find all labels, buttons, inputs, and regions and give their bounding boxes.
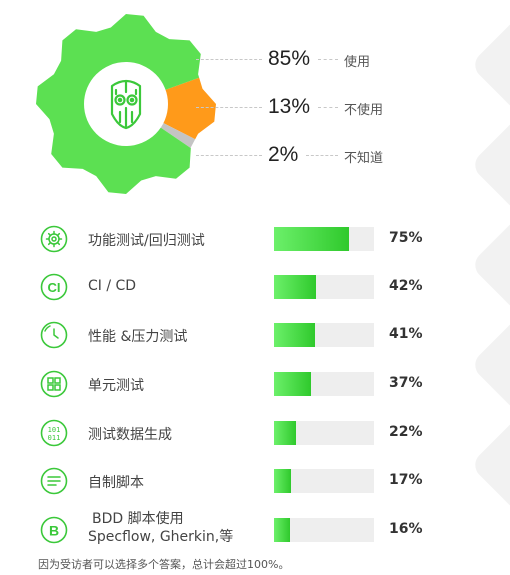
- bar-track: [274, 518, 374, 542]
- bar-row: 单元测试 37%: [0, 364, 510, 404]
- bar-row: 性能 &压力测试 41%: [0, 315, 510, 355]
- usage-stat-label: 使用: [344, 55, 371, 70]
- bar: [274, 518, 290, 542]
- bar: [274, 421, 296, 445]
- leader-line: [196, 155, 262, 156]
- bar-row: 功能测试/回归测试 75%: [0, 219, 510, 259]
- bar: [274, 227, 349, 251]
- bar-label: 功能测试/回归测试: [88, 233, 205, 249]
- bar-row: B BDD 脚本使用 Specflow, Gherkin,等 16%: [0, 510, 510, 550]
- bar-value-label: 41%: [389, 326, 423, 342]
- usage-stat-label: 不知道: [344, 151, 384, 166]
- bar-label: 自制脚本: [88, 475, 144, 491]
- bar: [274, 469, 291, 493]
- bar-track: [274, 275, 374, 299]
- bar-value-label: 22%: [389, 424, 423, 440]
- bar-row: 自制脚本 17%: [0, 461, 510, 501]
- usage-stat-1: 13% 不使用: [0, 92, 510, 122]
- gear-hub: [84, 62, 168, 146]
- script-icon: [40, 467, 68, 495]
- bar-value-label: 75%: [389, 230, 423, 246]
- bar: [274, 323, 315, 347]
- ci-icon: CI: [40, 273, 68, 301]
- bar-label: CI / CD: [88, 278, 137, 294]
- usage-stat-value: 2%: [268, 143, 299, 166]
- bar-label: BDD 脚本使用 Specflow, Gherkin,等: [88, 510, 233, 546]
- usage-stat-0: 85% 使用: [0, 44, 510, 74]
- robot-face-icon: [110, 79, 142, 130]
- leader-line: [306, 155, 338, 156]
- leader-line: [196, 59, 262, 60]
- bar-track: [274, 421, 374, 445]
- leader-line: [196, 107, 262, 108]
- bar-value-label: 17%: [389, 472, 423, 488]
- bar-label-line: Specflow, Gherkin,等: [88, 529, 234, 545]
- bar-row: CI CI / CD 42%: [0, 267, 510, 307]
- bar-track: [274, 372, 374, 396]
- usage-stat-label: 不使用: [344, 103, 384, 118]
- leader-line: [318, 107, 338, 108]
- bar-label: 单元测试: [88, 378, 144, 394]
- bar-label: 测试数据生成: [88, 427, 172, 443]
- bar-label: 性能 &压力测试: [88, 329, 188, 345]
- binary-icon: 101 011: [40, 419, 68, 447]
- usage-stat-2: 2% 不知道: [0, 140, 510, 170]
- svg-text:101: 101: [48, 426, 61, 434]
- bar-track: [274, 323, 374, 347]
- usage-stat-value: 85%: [268, 47, 311, 70]
- bar-value-label: 42%: [389, 278, 423, 294]
- bar: [274, 275, 316, 299]
- bar: [274, 372, 311, 396]
- footnote: 因为受访者可以选择多个答案，总计会超过100%。: [38, 558, 290, 571]
- grid-icon: [40, 370, 68, 398]
- bar-track: [274, 469, 374, 493]
- leader-line: [318, 59, 338, 60]
- bar-value-label: 37%: [389, 375, 423, 391]
- gear-icon: [40, 225, 68, 253]
- bar-track: [274, 227, 374, 251]
- gear-pie-svg: [36, 14, 216, 194]
- bar-value-label: 16%: [389, 521, 423, 537]
- svg-text:011: 011: [48, 434, 61, 442]
- bar-label-line: BDD 脚本使用: [92, 511, 184, 527]
- stopwatch-icon: [40, 321, 68, 349]
- svg-text:B: B: [49, 523, 59, 539]
- bar-row: 101 011 测试数据生成 22%: [0, 413, 510, 453]
- b-icon: B: [40, 516, 68, 544]
- usage-gear-chart: [36, 14, 216, 194]
- usage-stat-value: 13%: [268, 95, 311, 118]
- svg-text:CI: CI: [48, 280, 61, 295]
